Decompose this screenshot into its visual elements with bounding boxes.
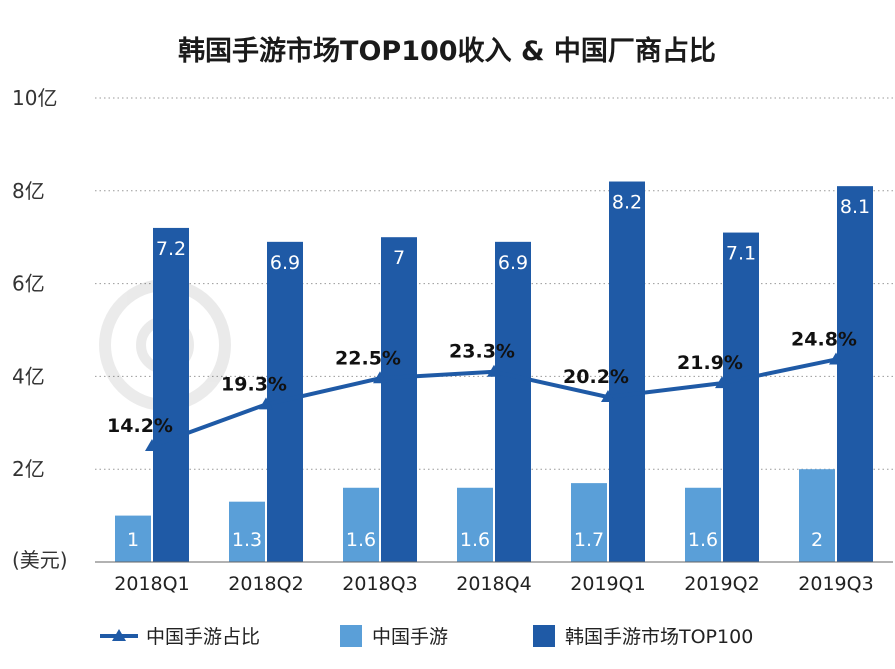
line-point-marker (259, 397, 273, 410)
bar-korea-top100 (153, 227, 189, 563)
bar-korea-top100 (609, 181, 645, 562)
bar-korea-top100 (723, 232, 759, 562)
bar-label-korea-top100: 7 (393, 247, 405, 269)
bar-china-games (685, 487, 721, 562)
line-point-marker (601, 390, 615, 403)
bar-label-china-games: 1.6 (460, 529, 490, 551)
legend-line-marker (112, 629, 126, 641)
y-tick-label: 4亿 (12, 364, 45, 388)
share-label: 19.3% (221, 373, 287, 395)
line-point-marker (829, 352, 843, 365)
x-tick-label: 2019Q1 (570, 573, 645, 595)
bar-china-games (571, 483, 607, 562)
line-point-marker (373, 371, 387, 384)
bar-korea-top100 (837, 186, 873, 562)
share-label: 14.2% (107, 415, 173, 437)
share-label: 23.3% (449, 341, 515, 363)
y-tick-label: 6亿 (12, 272, 45, 296)
legend-swatch-china-games (340, 625, 362, 647)
x-tick-label: 2018Q3 (342, 573, 417, 595)
line-point-marker (145, 439, 159, 452)
bar-label-china-games: 1.6 (688, 529, 718, 551)
legend-label-china-games: 中国手游 (372, 626, 448, 648)
share-label: 20.2% (563, 366, 629, 388)
share-label: 21.9% (677, 352, 743, 374)
y-tick-label: 10亿 (12, 86, 57, 110)
bar-label-korea-top100: 6.9 (270, 252, 300, 274)
legend-swatch-korea-top100 (533, 625, 555, 647)
line-point-marker (715, 376, 729, 389)
bar-label-korea-top100: 6.9 (498, 252, 528, 274)
y-tick-label: 2亿 (12, 457, 45, 481)
x-tick-label: 2018Q4 (456, 573, 531, 595)
bar-label-korea-top100: 7.2 (156, 238, 186, 260)
line-point-marker (487, 364, 501, 377)
share-label: 22.5% (335, 347, 401, 369)
x-tick-label: 2018Q2 (228, 573, 303, 595)
bar-china-games (343, 487, 379, 562)
bar-label-china-games: 1.7 (574, 529, 604, 551)
bar-label-china-games: 1 (127, 529, 139, 551)
y-tick-label: 8亿 (12, 179, 45, 203)
x-tick-label: 2018Q1 (114, 573, 189, 595)
x-tick-label: 2019Q3 (798, 573, 873, 595)
share-label: 24.8% (791, 328, 857, 350)
bar-china-games (229, 501, 265, 562)
bar-china-games (799, 469, 835, 562)
bar-label-korea-top100: 8.1 (840, 196, 870, 218)
bar-label-korea-top100: 7.1 (726, 243, 756, 265)
chart-title: 韩国手游市场TOP100收入 & 中国厂商占比 (178, 35, 716, 67)
bar-label-korea-top100: 8.2 (612, 192, 642, 214)
bar-label-china-games: 1.3 (232, 529, 262, 551)
legend-label-korea-top100: 韩国手游市场TOP100 (565, 626, 753, 648)
legend: 中国手游占比 中国手游 韩国手游市场TOP100 (100, 625, 753, 648)
bar-china-games (457, 487, 493, 562)
bar-label-china-games: 1.6 (346, 529, 376, 551)
bar-korea-top100 (381, 237, 417, 562)
y-unit-label: (美元) (12, 548, 68, 572)
legend-label-china-share: 中国手游占比 (146, 626, 260, 648)
x-tick-label: 2019Q2 (684, 573, 759, 595)
bar-korea-top100 (495, 241, 531, 562)
bar-label-china-games: 2 (811, 529, 823, 551)
bar-china-games (115, 515, 151, 562)
